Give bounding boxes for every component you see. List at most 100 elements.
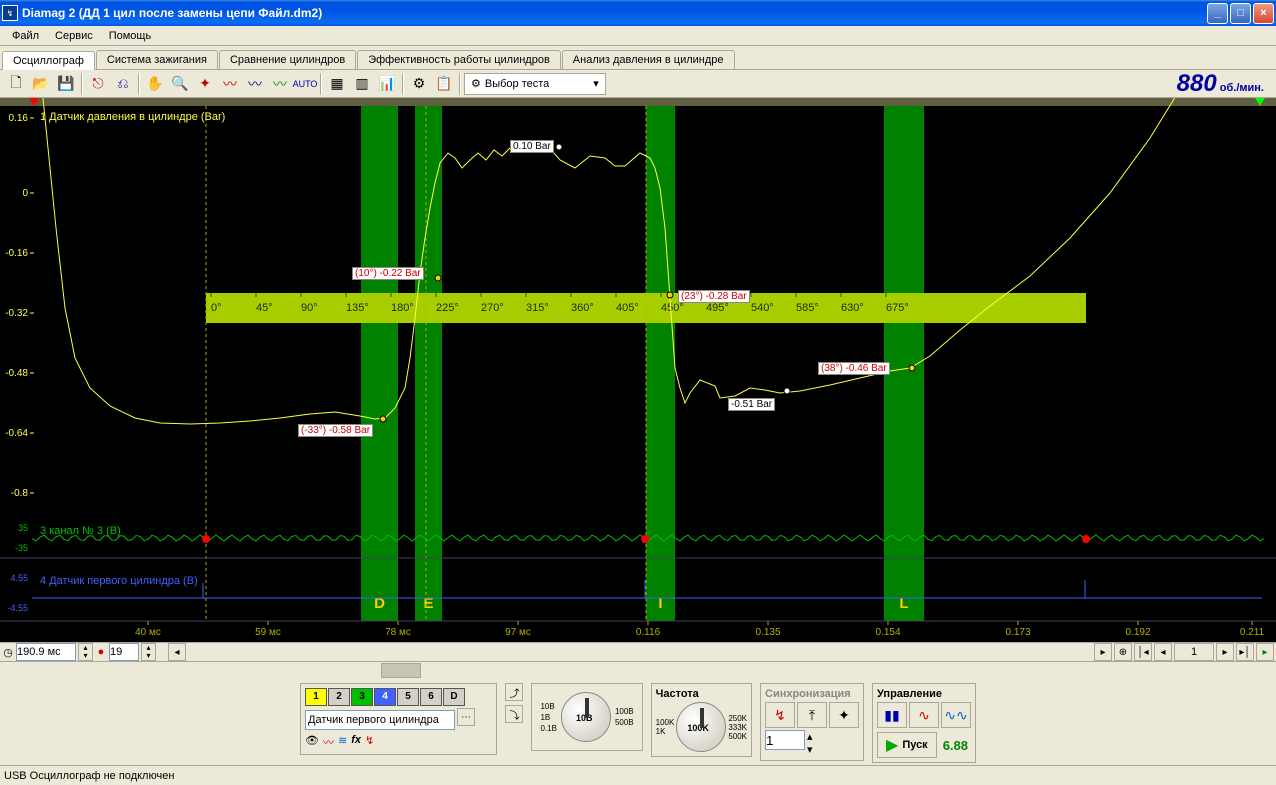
svg-text:-0.64: -0.64 <box>5 428 28 439</box>
channel-button-D[interactable]: D <box>443 688 465 706</box>
svg-text:-35: -35 <box>15 543 28 553</box>
spin-up-icon[interactable]: ▴▾ <box>78 643 93 661</box>
tool-icon[interactable]: ⤴ <box>505 683 523 701</box>
wave-mode-icon[interactable]: ∿ <box>909 702 939 728</box>
nav-next-icon[interactable]: ▸ <box>1216 643 1234 661</box>
spin-icon[interactable]: ▴▾ <box>807 730 813 756</box>
minimize-button[interactable]: _ <box>1207 3 1228 24</box>
save-icon[interactable]: 💾 <box>54 72 78 96</box>
filter-icon[interactable]: ≋ <box>338 734 347 750</box>
tab-oscilloscope[interactable]: Осциллограф <box>2 51 95 70</box>
fx-icon[interactable]: fx <box>351 734 361 750</box>
nav-last-icon[interactable]: ▸│ <box>1236 643 1254 661</box>
pause-icon[interactable]: ▮▮ <box>877 702 907 728</box>
svg-text:0.154: 0.154 <box>875 627 900 638</box>
nav-right-icon[interactable]: ▸ <box>1094 643 1112 661</box>
zoom-icon[interactable]: 🔍 <box>168 72 192 96</box>
clock-icon: ◷ <box>2 646 14 659</box>
oscilloscope-chart[interactable]: DEIL0°45°90°135°180°225°270°315°360°405°… <box>0 98 1276 642</box>
sync-icon[interactable]: ↯ <box>765 702 795 728</box>
svg-text:97 мс: 97 мс <box>505 627 531 638</box>
wave-icon[interactable]: 〰 <box>268 72 292 96</box>
channel-button-2[interactable]: 2 <box>328 688 350 706</box>
svg-text:-0.8: -0.8 <box>11 488 29 499</box>
volts-group: 10B 1B 0.1B 10B 100B 500B <box>531 683 642 751</box>
nav-play-icon[interactable]: ▸ <box>1256 643 1274 661</box>
menu-file[interactable]: Файл <box>4 28 47 44</box>
sync-value[interactable] <box>765 730 805 750</box>
time-input[interactable] <box>16 643 76 661</box>
svg-text:495°: 495° <box>706 302 729 314</box>
wave-mode-icon[interactable]: ∿∿ <box>941 702 971 728</box>
tool-icon[interactable]: ⤵ <box>505 705 523 723</box>
tool-icon[interactable]: 📋 <box>432 72 456 96</box>
menubar: Файл Сервис Помощь <box>0 26 1276 46</box>
auto-icon[interactable]: AUTO <box>293 72 317 96</box>
page-display: 1 <box>1174 643 1214 661</box>
svg-text:135°: 135° <box>346 302 369 314</box>
svg-text:4.55: 4.55 <box>10 573 28 583</box>
svg-text:675°: 675° <box>886 302 909 314</box>
wave-icon[interactable]: 〰 <box>218 72 242 96</box>
tab-ignition[interactable]: Система зажигания <box>96 50 218 69</box>
control-panel: 123456D ⋯ 👁 〰 ≋ fx ↯ ⤴ ⤵ 10B 1B 0.1B 10B… <box>0 679 1276 765</box>
nav-icon[interactable]: ⊕ <box>1114 643 1132 661</box>
open-icon[interactable]: 📂 <box>29 72 53 96</box>
svg-text:59 мс: 59 мс <box>255 627 281 638</box>
maximize-button[interactable]: □ <box>1230 3 1251 24</box>
tool-icon[interactable]: ⎋ <box>86 72 110 96</box>
horizontal-scrollbar[interactable] <box>0 662 1276 679</box>
freq-dial[interactable]: 100K <box>676 702 726 752</box>
sync-edge-icon[interactable]: ⤒ <box>797 702 827 728</box>
new-icon[interactable]: 🗋 <box>4 72 28 96</box>
play-button[interactable]: ▶ Пуск <box>877 732 937 758</box>
nav-first-icon[interactable]: │◂ <box>1134 643 1152 661</box>
channel-button-4[interactable]: 4 <box>374 688 396 706</box>
svg-text:-4.55: -4.55 <box>7 603 28 613</box>
svg-text:0.173: 0.173 <box>1005 627 1030 638</box>
spin-icon[interactable]: ▴▾ <box>141 643 156 661</box>
toolbar: 🗋 📂 💾 ⎋ ⎌ ✋ 🔍 ✦ 〰 〰 〰 AUTO ▦ ▥ 📊 ⚙ 📋 ⚙ В… <box>0 70 1276 98</box>
sync-icon[interactable]: ↯ <box>365 734 374 750</box>
sync-auto-icon[interactable]: ✦ <box>829 702 859 728</box>
channel-button-1[interactable]: 1 <box>305 688 327 706</box>
more-icon[interactable]: ⋯ <box>457 708 475 726</box>
control-group: Управление ▮▮ ∿ ∿∿ ▶ Пуск 6.88 <box>872 683 976 763</box>
channel-button-6[interactable]: 6 <box>420 688 442 706</box>
chart-annotation: (-33°) -0.58 Bar <box>298 424 373 437</box>
volts-dial[interactable]: 10B <box>561 692 611 742</box>
tool-icon[interactable]: ⎌ <box>111 72 135 96</box>
svg-text:405°: 405° <box>616 302 639 314</box>
menu-help[interactable]: Помощь <box>101 28 160 44</box>
nav-left-icon[interactable]: ◂ <box>168 643 186 661</box>
grid-icon[interactable]: ▥ <box>350 72 374 96</box>
chevron-down-icon: ▾ <box>593 77 599 90</box>
hand-icon[interactable]: ✋ <box>143 72 167 96</box>
channel-button-5[interactable]: 5 <box>397 688 419 706</box>
wave-icon[interactable]: 〰 <box>243 72 267 96</box>
svg-text:630°: 630° <box>841 302 864 314</box>
wave-icon[interactable]: 〰 <box>323 734 334 750</box>
chart-icon[interactable]: 📊 <box>375 72 399 96</box>
tab-pressure[interactable]: Анализ давления в цилиндре <box>562 50 735 69</box>
svg-text:45°: 45° <box>256 302 273 314</box>
grid-icon[interactable]: ▦ <box>325 72 349 96</box>
close-button[interactable]: × <box>1253 3 1274 24</box>
window-titlebar: ↯ Diamag 2 (ДД 1 цил после замены цепи Ф… <box>0 0 1276 26</box>
tool-icon[interactable]: ⚙ <box>407 72 431 96</box>
statusbar: USB Осциллограф не подключен <box>0 765 1276 785</box>
nav-prev-icon[interactable]: ◂ <box>1154 643 1172 661</box>
channel-button-3[interactable]: 3 <box>351 688 373 706</box>
signal-name-input[interactable] <box>305 710 455 730</box>
menu-service[interactable]: Сервис <box>47 28 101 44</box>
tab-efficiency[interactable]: Эффективность работы цилиндров <box>357 50 561 69</box>
tab-compare[interactable]: Сравнение цилиндров <box>219 50 356 69</box>
eye-icon[interactable]: 👁 <box>305 734 319 750</box>
channel-group: 123456D ⋯ 👁 〰 ≋ fx ↯ <box>300 683 497 755</box>
tool-icon[interactable]: ✦ <box>193 72 217 96</box>
test-select[interactable]: ⚙ Выбор теста ▾ <box>464 73 606 95</box>
count-input[interactable] <box>109 643 139 661</box>
svg-text:450°: 450° <box>661 302 684 314</box>
chart-annotation: (38°) -0.46 Bar <box>818 362 890 375</box>
svg-text:90°: 90° <box>301 302 318 314</box>
